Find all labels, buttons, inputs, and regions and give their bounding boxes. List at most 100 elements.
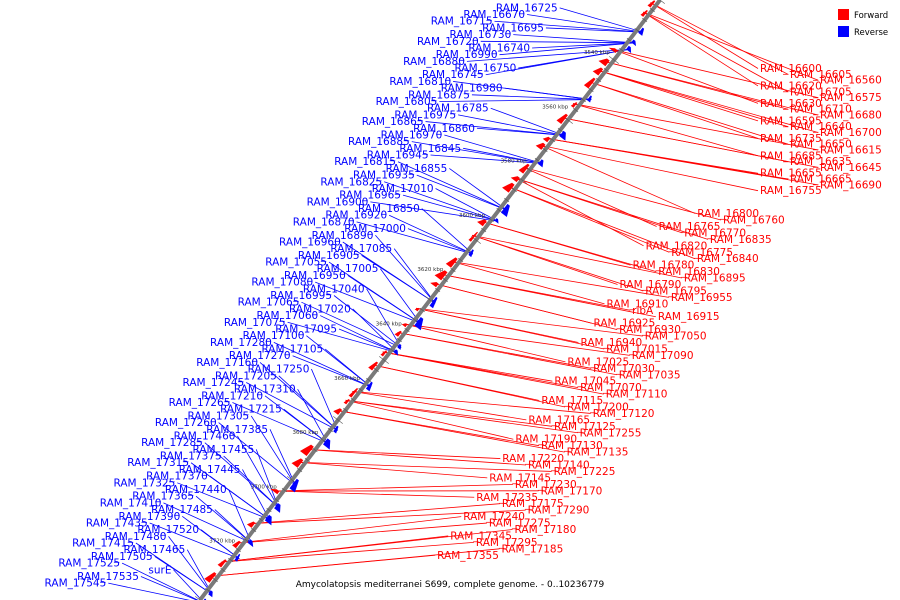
gene-label[interactable]: RAM_17355 <box>437 550 499 562</box>
gene-label[interactable]: RAM_16920 <box>325 210 387 222</box>
forward-gene-feature[interactable] <box>414 307 420 312</box>
gene-label[interactable]: RAM_16750 <box>455 63 517 75</box>
gene-label[interactable]: RAM_16755 <box>760 185 822 197</box>
forward-gene-feature[interactable] <box>570 102 578 108</box>
gene-label[interactable]: RAM_17005 <box>317 263 379 275</box>
gene-label[interactable]: RAM_17505 <box>91 551 153 563</box>
forward-gene-feature[interactable] <box>583 77 596 89</box>
forward-gene-feature[interactable] <box>647 0 656 8</box>
gene-label[interactable]: RAM_16845 <box>399 143 461 155</box>
gene-label[interactable]: RAM_17275 <box>489 518 551 530</box>
forward-gene-feature[interactable] <box>232 540 241 549</box>
gene-label[interactable]: RAM_17485 <box>151 504 213 516</box>
gene-label[interactable]: RAM_16700 <box>820 127 882 139</box>
gene-label[interactable]: RAM_17290 <box>528 505 590 517</box>
forward-gene-feature[interactable] <box>510 176 520 183</box>
gene-label[interactable]: RAM_17050 <box>645 331 707 343</box>
gene-label[interactable]: RAM_17445 <box>179 464 241 476</box>
gene-label[interactable]: RAM_16690 <box>820 179 882 191</box>
gene-label[interactable]: RAM_16715 <box>431 16 493 28</box>
gene-label[interactable]: RAM_17115 <box>541 395 603 407</box>
reverse-gene-feature[interactable] <box>429 296 438 309</box>
gene-label[interactable]: RAM_17250 <box>248 364 310 376</box>
gene-label[interactable]: RAM_17085 <box>330 243 392 255</box>
gene-label[interactable]: RAM_16970 <box>381 129 443 141</box>
gene-label[interactable]: RAM_16575 <box>820 92 882 104</box>
gene-label[interactable]: RAM_16890 <box>312 230 374 242</box>
reverse-gene-feature[interactable] <box>247 539 254 548</box>
gene-label[interactable]: RAM_16830 <box>658 266 720 278</box>
gene-label[interactable]: RAM_17110 <box>606 389 668 401</box>
gene-label[interactable]: RAM_17125 <box>554 421 616 433</box>
gene-label[interactable]: RAM_16800 <box>697 208 759 220</box>
gene-label[interactable]: RAM_17095 <box>275 323 337 335</box>
gene-label[interactable]: RAM_16595 <box>760 115 822 127</box>
forward-gene-feature[interactable] <box>300 444 314 456</box>
gene-label[interactable]: RAM_16600 <box>760 63 822 75</box>
gene-label[interactable]: RAM_17190 <box>515 434 577 446</box>
gene-label[interactable]: RAM_17295 <box>476 537 538 549</box>
gene-label[interactable]: RAM_17070 <box>580 382 642 394</box>
gene-label[interactable]: RAM_17160 <box>196 357 258 369</box>
gene-label[interactable]: RAM_16765 <box>659 221 721 233</box>
gene-label[interactable]: RAM_17140 <box>528 460 590 472</box>
gene-label[interactable]: RAM_17080 <box>251 277 313 289</box>
gene-label[interactable]: RAM_16825 <box>320 176 382 188</box>
gene-label[interactable]: RAM_17325 <box>113 477 175 489</box>
gene-label[interactable]: RAM_16950 <box>284 270 346 282</box>
forward-gene-feature[interactable] <box>246 521 256 528</box>
reverse-gene-feature[interactable] <box>638 27 645 36</box>
gene-label[interactable]: RAM_16875 <box>408 89 470 101</box>
forward-gene-feature[interactable] <box>401 323 408 328</box>
gene-label[interactable]: RAM_17130 <box>541 440 603 452</box>
gene-label[interactable]: RAM_16965 <box>339 190 401 202</box>
gene-label[interactable]: surE <box>148 564 171 576</box>
forward-gene-feature[interactable] <box>348 388 359 398</box>
gene-label[interactable]: RAM_16900 <box>307 196 369 208</box>
gene-label[interactable]: RAM_17000 <box>344 223 406 235</box>
forward-gene-feature[interactable] <box>640 10 648 17</box>
forward-gene-feature[interactable] <box>592 67 604 76</box>
gene-label[interactable]: RAM_16860 <box>413 123 475 135</box>
gene-label[interactable]: RAM_17435 <box>86 517 148 529</box>
reverse-gene-feature[interactable] <box>274 503 281 513</box>
gene-label[interactable]: RAM_17035 <box>619 369 681 381</box>
forward-gene-feature[interactable] <box>477 219 487 227</box>
reverse-gene-feature[interactable] <box>333 425 339 434</box>
gene-label[interactable]: RAM_16670 <box>463 9 525 21</box>
forward-gene-feature[interactable] <box>430 282 439 288</box>
forward-gene-feature[interactable] <box>608 47 618 53</box>
gene-label[interactable]: RAM_17105 <box>261 344 323 356</box>
gene-label[interactable]: RAM_16840 <box>697 253 759 265</box>
gene-label[interactable]: RAM_16980 <box>441 83 503 95</box>
gene-label[interactable]: RAM_16910 <box>607 298 669 310</box>
gene-label[interactable]: RAM_17255 <box>580 427 642 439</box>
reverse-gene-feature[interactable] <box>538 159 544 168</box>
gene-label[interactable]: RAM_17535 <box>77 571 139 583</box>
gene-label[interactable]: RAM_16925 <box>593 318 655 330</box>
forward-gene-feature[interactable] <box>380 350 388 357</box>
gene-label[interactable]: RAM_16995 <box>270 290 332 302</box>
gene-label[interactable]: RAM_16730 <box>450 29 512 41</box>
gene-label[interactable]: RAM_17375 <box>160 451 222 463</box>
gene-label[interactable]: RAM_16720 <box>417 36 479 48</box>
gene-label[interactable]: RAM_16780 <box>633 260 695 272</box>
gene-label[interactable]: RAM_17075 <box>224 317 286 329</box>
gene-label[interactable]: RAM_16885 <box>348 136 410 148</box>
gene-label[interactable]: RAM_16685 <box>760 150 822 162</box>
gene-label[interactable]: RAM_16705 <box>790 86 852 98</box>
gene-label[interactable]: RAM_17065 <box>238 297 300 309</box>
gene-label[interactable]: RAM_16735 <box>760 133 822 145</box>
gene-label[interactable]: RAM_16630 <box>760 98 822 110</box>
gene-label[interactable]: RAM_16935 <box>353 170 415 182</box>
reverse-gene-feature[interactable] <box>559 130 566 141</box>
reverse-gene-feature[interactable] <box>587 95 592 103</box>
reverse-gene-feature[interactable] <box>397 344 402 350</box>
gene-label[interactable]: RAM_16640 <box>790 121 852 133</box>
reverse-gene-feature[interactable] <box>414 317 424 331</box>
forward-gene-feature[interactable] <box>343 399 350 405</box>
forward-gene-feature[interactable] <box>394 330 402 337</box>
gene-label[interactable]: RAM_16870 <box>293 216 355 228</box>
gene-label[interactable]: RAM_17120 <box>593 408 655 420</box>
reverse-gene-feature[interactable] <box>323 438 331 450</box>
